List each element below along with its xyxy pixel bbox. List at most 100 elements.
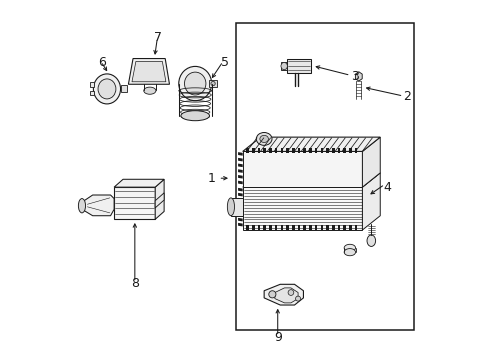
Ellipse shape <box>179 66 211 101</box>
Polygon shape <box>343 148 345 153</box>
Text: 9: 9 <box>274 332 282 345</box>
Polygon shape <box>362 173 380 230</box>
Polygon shape <box>128 59 169 84</box>
Polygon shape <box>331 148 334 153</box>
Ellipse shape <box>344 244 355 251</box>
Text: 7: 7 <box>154 31 162 44</box>
Polygon shape <box>280 225 283 230</box>
Polygon shape <box>343 225 345 230</box>
Polygon shape <box>355 72 362 81</box>
Polygon shape <box>337 225 340 230</box>
Ellipse shape <box>295 296 300 301</box>
Polygon shape <box>114 179 164 187</box>
Polygon shape <box>238 213 242 216</box>
Text: 6: 6 <box>98 55 105 69</box>
Polygon shape <box>90 91 94 95</box>
Text: 1: 1 <box>207 172 215 185</box>
Polygon shape <box>320 225 323 230</box>
Polygon shape <box>238 152 242 156</box>
Polygon shape <box>238 181 242 184</box>
Ellipse shape <box>256 132 271 145</box>
Polygon shape <box>246 225 248 230</box>
Polygon shape <box>257 148 260 153</box>
Polygon shape <box>230 198 242 216</box>
Polygon shape <box>274 148 277 153</box>
Polygon shape <box>354 225 357 230</box>
Ellipse shape <box>98 79 116 99</box>
Polygon shape <box>297 148 300 153</box>
Ellipse shape <box>268 291 275 298</box>
Polygon shape <box>238 208 242 211</box>
Polygon shape <box>291 148 294 153</box>
Polygon shape <box>242 152 362 187</box>
Polygon shape <box>287 59 310 73</box>
Polygon shape <box>238 175 242 179</box>
Polygon shape <box>303 148 305 153</box>
Polygon shape <box>308 225 311 230</box>
Polygon shape <box>238 218 242 221</box>
Ellipse shape <box>344 249 355 256</box>
Ellipse shape <box>78 199 85 213</box>
Ellipse shape <box>184 72 205 95</box>
Polygon shape <box>208 80 217 87</box>
Polygon shape <box>238 169 242 173</box>
Polygon shape <box>238 188 242 192</box>
Text: 3: 3 <box>350 70 358 83</box>
Polygon shape <box>90 82 94 87</box>
Polygon shape <box>291 225 294 230</box>
Polygon shape <box>242 137 380 152</box>
Polygon shape <box>238 223 242 226</box>
Text: 5: 5 <box>221 55 228 69</box>
Polygon shape <box>325 148 328 153</box>
Polygon shape <box>242 187 362 230</box>
Polygon shape <box>263 225 265 230</box>
Ellipse shape <box>143 87 156 94</box>
Polygon shape <box>314 225 317 230</box>
Polygon shape <box>246 148 248 153</box>
Polygon shape <box>268 148 271 153</box>
Polygon shape <box>285 148 288 153</box>
Ellipse shape <box>259 135 268 143</box>
Ellipse shape <box>93 74 121 104</box>
Text: 8: 8 <box>131 277 139 290</box>
Ellipse shape <box>227 198 234 216</box>
Polygon shape <box>274 225 277 230</box>
Text: 2: 2 <box>402 90 410 103</box>
Ellipse shape <box>181 111 209 121</box>
Polygon shape <box>274 288 298 303</box>
Polygon shape <box>121 85 126 93</box>
Polygon shape <box>82 195 114 216</box>
Polygon shape <box>280 148 283 153</box>
Polygon shape <box>354 148 357 153</box>
Ellipse shape <box>281 63 287 69</box>
Text: 4: 4 <box>383 181 390 194</box>
Polygon shape <box>242 173 380 187</box>
Polygon shape <box>114 187 155 219</box>
Polygon shape <box>238 203 242 206</box>
Polygon shape <box>268 225 271 230</box>
Polygon shape <box>264 284 303 305</box>
Polygon shape <box>362 137 380 187</box>
Polygon shape <box>132 62 165 82</box>
Polygon shape <box>257 225 260 230</box>
Polygon shape <box>263 148 265 153</box>
Polygon shape <box>320 148 323 153</box>
Polygon shape <box>238 193 242 197</box>
Polygon shape <box>251 148 254 153</box>
Bar <box>235 23 413 330</box>
Polygon shape <box>337 148 340 153</box>
Polygon shape <box>314 148 317 153</box>
Ellipse shape <box>287 290 293 296</box>
Ellipse shape <box>366 235 375 247</box>
Polygon shape <box>251 225 254 230</box>
Polygon shape <box>238 158 242 161</box>
Polygon shape <box>348 225 351 230</box>
Polygon shape <box>238 163 242 167</box>
Polygon shape <box>155 179 164 219</box>
Polygon shape <box>155 193 164 208</box>
Polygon shape <box>348 148 351 153</box>
Polygon shape <box>297 225 300 230</box>
Polygon shape <box>325 225 328 230</box>
Polygon shape <box>281 62 287 70</box>
Polygon shape <box>308 148 311 153</box>
